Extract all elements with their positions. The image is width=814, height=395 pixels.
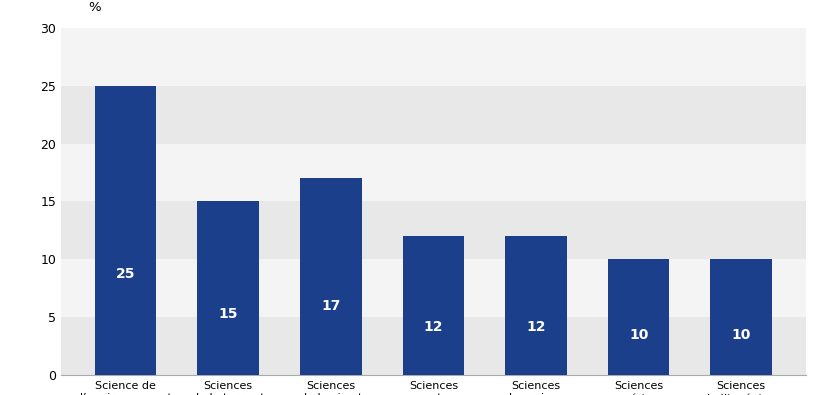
Text: 10: 10 [629,328,648,342]
Text: 25: 25 [116,267,135,281]
Text: 12: 12 [424,320,443,334]
Bar [61,201,806,260]
Text: 17: 17 [322,299,340,313]
Bar [505,236,567,375]
Bar [61,28,806,86]
Bar [61,260,806,317]
Bar [300,178,361,375]
Bar [61,317,806,375]
Bar [61,143,806,201]
Bar [95,86,156,375]
Bar [61,86,806,143]
Text: 15: 15 [218,307,238,322]
Bar [198,201,259,375]
Bar [711,260,772,375]
Bar [608,260,669,375]
Text: %: % [89,1,101,14]
Text: 10: 10 [732,328,751,342]
Text: 12: 12 [527,320,546,334]
Bar [403,236,464,375]
